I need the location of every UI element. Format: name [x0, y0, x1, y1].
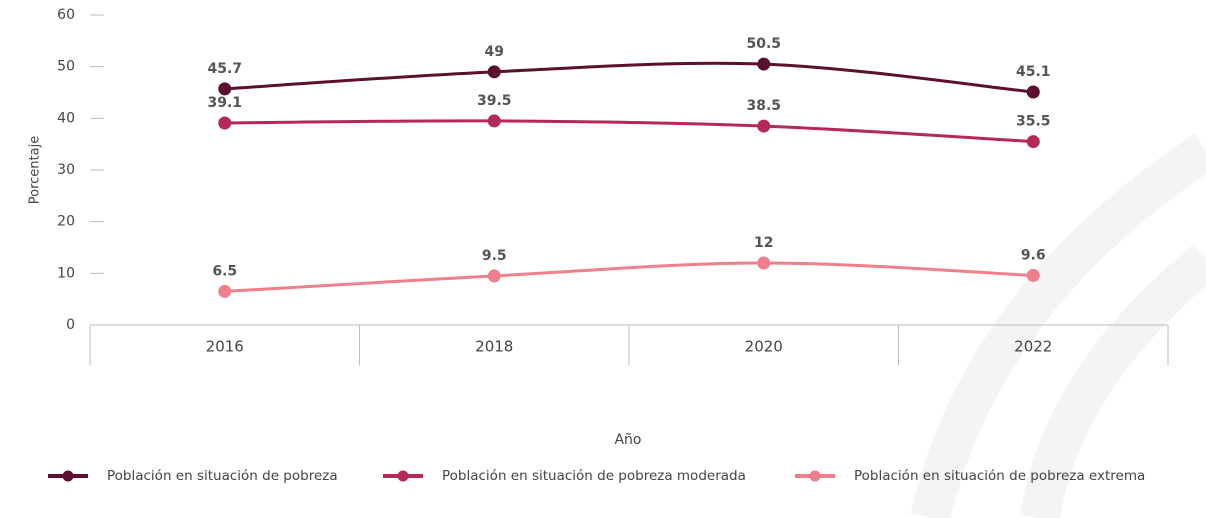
data-label: 38.5	[746, 98, 781, 114]
data-label: 35.5	[1016, 114, 1051, 130]
series-line	[224, 61, 1034, 94]
data-point	[487, 65, 501, 79]
series-line	[224, 119, 1034, 144]
y-axis-label: Porcentaje	[28, 136, 43, 204]
y-tick-label: 30	[57, 162, 75, 178]
y-tick-label: 20	[57, 214, 75, 230]
data-point	[218, 116, 232, 130]
data-point	[487, 114, 501, 128]
y-tick-label: 40	[57, 110, 75, 126]
data-label: 45.1	[1016, 64, 1051, 80]
data-point	[1026, 85, 1040, 99]
data-label: 6.5	[212, 263, 237, 279]
legend-dot	[397, 470, 409, 482]
legend-label: Población en situación de pobreza modera…	[442, 468, 746, 484]
y-tick-label: 10	[57, 265, 75, 281]
x-tick-label: 2020	[745, 338, 783, 356]
data-point	[487, 269, 501, 283]
data-point	[218, 82, 232, 96]
y-tick-label: 50	[57, 59, 75, 75]
x-tick-label: 2016	[206, 338, 244, 356]
data-point	[757, 256, 771, 270]
data-point	[1026, 135, 1040, 149]
data-label: 39.1	[207, 95, 242, 111]
x-axis-label: Año	[614, 432, 641, 448]
data-label: 45.7	[207, 61, 242, 77]
legend-dot	[62, 470, 74, 482]
data-label: 49	[485, 44, 504, 60]
legend-dot	[809, 470, 821, 482]
data-point	[757, 119, 771, 133]
series-line	[224, 261, 1034, 293]
background-decoration	[910, 133, 1206, 518]
y-tick-label: 0	[66, 317, 75, 333]
data-point	[1026, 268, 1040, 282]
data-label: 9.6	[1021, 247, 1046, 263]
data-label: 12	[754, 235, 773, 251]
legend-label: Población en situación de pobreza extrem…	[854, 468, 1145, 484]
legend-label: Población en situación de pobreza	[107, 468, 338, 484]
data-label: 39.5	[477, 93, 512, 109]
data-label: 9.5	[482, 248, 507, 264]
data-label: 50.5	[746, 36, 781, 52]
data-point	[757, 57, 771, 71]
x-tick-label: 2018	[475, 338, 513, 356]
data-point	[218, 284, 232, 298]
x-tick-label: 2022	[1014, 338, 1052, 356]
y-tick-label: 60	[57, 7, 75, 23]
